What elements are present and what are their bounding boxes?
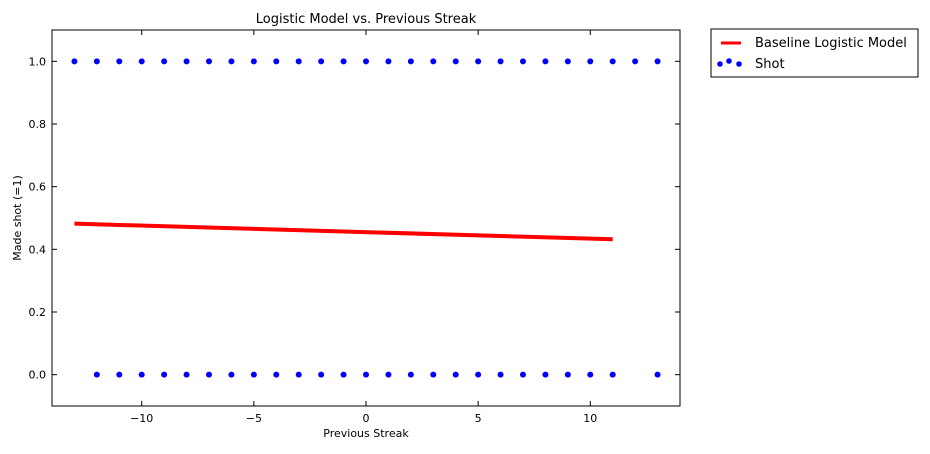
- shot-point-made: [206, 58, 212, 65]
- y-tick-label: 0.2: [29, 306, 47, 319]
- shot-point-missed: [475, 371, 482, 378]
- legend-marker-1: [717, 61, 723, 67]
- chart-title: Logistic Model vs. Previous Streak: [256, 12, 477, 27]
- shot-point-made: [250, 58, 257, 65]
- shot-point-missed: [520, 371, 526, 378]
- axes: −10 −5 0 5 10 0.0 0.2 0.4 0.6 0.8 1.0: [29, 30, 680, 425]
- shot-point-made: [475, 58, 482, 65]
- shot-point-missed: [206, 371, 212, 378]
- shot-point-missed: [452, 371, 459, 378]
- shot-point-missed: [542, 371, 549, 378]
- series-line-baseline-logistic-model: [74, 221, 613, 242]
- shot-point-made: [138, 58, 145, 65]
- shot-point-missed: [609, 371, 616, 378]
- shot-point-made: [363, 58, 369, 65]
- shot-point-made: [609, 58, 616, 65]
- legend-label-baseline-logistic-model: Baseline Logistic Model: [755, 36, 907, 51]
- shot-point-missed: [654, 371, 661, 378]
- plot-area: [71, 58, 661, 378]
- shot-point-made: [587, 58, 594, 65]
- shot-point-missed: [273, 371, 280, 378]
- shot-point-missed: [138, 371, 145, 378]
- x-tick-label: 10: [583, 412, 597, 425]
- shot-point-made: [632, 58, 639, 65]
- shot-point-made: [161, 58, 168, 65]
- shot-point-made: [564, 58, 571, 65]
- y-tick-label: 0.4: [29, 243, 47, 256]
- shot-point-missed: [116, 371, 123, 378]
- shot-point-missed: [183, 371, 190, 378]
- shot-point-made: [542, 58, 549, 65]
- x-tick-label: 5: [475, 412, 482, 425]
- shot-point-made: [520, 58, 526, 65]
- shot-point-missed: [385, 371, 392, 378]
- shot-point-made: [273, 58, 280, 65]
- legend: Baseline Logistic Model Shot: [710, 28, 919, 78]
- shot-point-made: [295, 58, 302, 65]
- shot-point-made: [407, 58, 414, 65]
- shot-point-missed: [564, 371, 571, 378]
- shot-point-made: [318, 58, 325, 65]
- shot-point-made: [385, 58, 392, 65]
- legend-marker-3: [736, 61, 742, 67]
- shot-point-made: [228, 58, 235, 65]
- shot-point-made: [340, 58, 347, 65]
- y-tick-label: 0.0: [29, 369, 47, 382]
- shot-point-missed: [93, 371, 100, 378]
- shot-point-made: [497, 58, 504, 65]
- shot-point-missed: [295, 371, 302, 378]
- shot-point-missed: [407, 371, 414, 378]
- shot-point-made: [430, 58, 437, 65]
- shot-point-missed: [587, 371, 594, 378]
- x-tick-label: 0: [363, 412, 370, 425]
- y-tick-label: 0.8: [29, 118, 47, 131]
- legend-marker-2: [726, 58, 732, 64]
- shot-point-missed: [497, 371, 504, 378]
- plot-frame: [51, 29, 681, 407]
- shot-point-missed: [161, 371, 168, 378]
- shot-point-made: [93, 58, 100, 65]
- shot-point-missed: [363, 371, 369, 378]
- shot-point-missed: [318, 371, 325, 378]
- shot-point-made: [71, 58, 78, 65]
- shot-point-made: [183, 58, 190, 65]
- shot-point-made: [452, 58, 459, 65]
- y-tick-label: 0.6: [29, 181, 47, 194]
- legend-label-shot: Shot: [755, 57, 785, 72]
- shot-point-missed: [340, 371, 347, 378]
- x-tick-label: −10: [130, 412, 153, 425]
- shot-point-missed: [228, 371, 235, 378]
- shot-point-made: [116, 58, 123, 65]
- shot-point-missed: [430, 371, 437, 378]
- y-axis-label: Made shot (=1): [11, 175, 24, 261]
- shot-point-made: [654, 58, 661, 65]
- y-tick-label: 1.0: [29, 55, 47, 68]
- x-axis-label: Previous Streak: [323, 427, 409, 440]
- legend-box: [710, 28, 919, 78]
- x-tick-label: −5: [246, 412, 262, 425]
- shot-point-missed: [250, 371, 257, 378]
